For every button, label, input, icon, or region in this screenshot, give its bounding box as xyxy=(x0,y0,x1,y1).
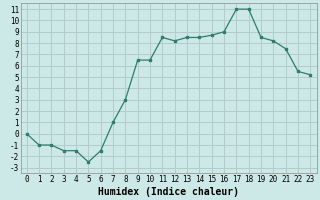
X-axis label: Humidex (Indice chaleur): Humidex (Indice chaleur) xyxy=(98,186,239,197)
